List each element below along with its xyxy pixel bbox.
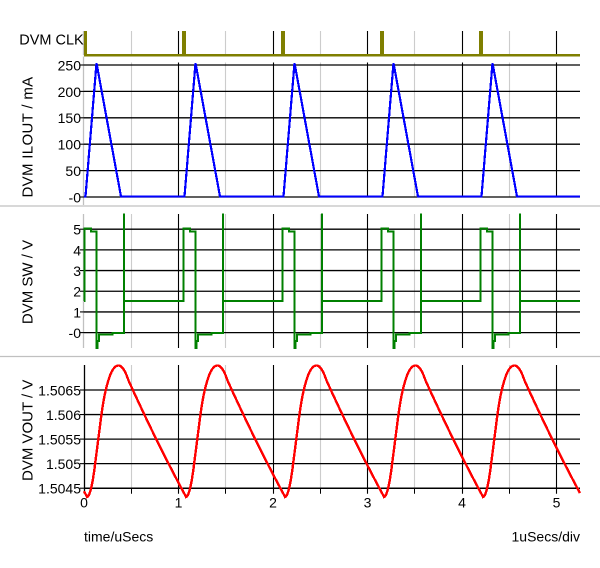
svg-text:200: 200 [58,84,82,100]
svg-text:100: 100 [58,137,82,153]
svg-text:-0: -0 [69,325,82,341]
svg-text:3: 3 [73,263,81,279]
svg-text:5: 5 [73,222,81,238]
svg-text:DVM ILOUT / mA: DVM ILOUT / mA [20,76,37,197]
svg-text:1: 1 [175,495,183,511]
svg-text:4: 4 [73,242,81,258]
svg-text:3: 3 [364,495,372,511]
svg-text:2: 2 [73,284,81,300]
svg-text:50: 50 [65,163,81,179]
svg-text:DVM VOUT / V: DVM VOUT / V [20,380,37,481]
svg-text:time/uSecs: time/uSecs [84,529,153,545]
svg-text:1.505: 1.505 [46,456,81,472]
svg-text:DVM CLK: DVM CLK [19,32,84,48]
svg-text:DVM SW / V: DVM SW / V [20,240,37,324]
svg-text:4: 4 [458,495,466,511]
svg-text:1.5065: 1.5065 [38,382,81,398]
svg-text:1: 1 [73,304,81,320]
svg-text:5: 5 [553,495,561,511]
svg-text:250: 250 [58,57,82,73]
svg-text:1.506: 1.506 [46,407,81,423]
svg-text:1.5045: 1.5045 [38,481,81,497]
svg-text:2: 2 [269,495,277,511]
svg-text:150: 150 [58,110,82,126]
svg-text:-0: -0 [69,189,82,205]
svg-text:1.5055: 1.5055 [38,432,81,448]
svg-text:1uSecs/div: 1uSecs/div [512,529,580,545]
svg-text:0: 0 [80,495,88,511]
